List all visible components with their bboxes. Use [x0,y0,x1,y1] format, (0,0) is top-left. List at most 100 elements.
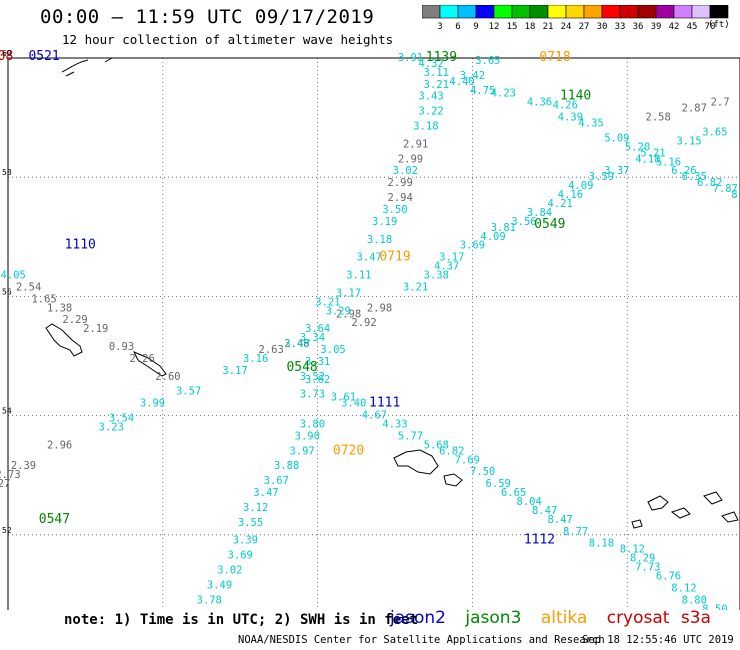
legend-jason2: jason2 [390,608,446,628]
wave-height-value: 2.96 [47,439,72,451]
wave-height-value: 3.02 [393,165,418,177]
color-tick-label: 36 [633,22,644,31]
wave-height-value: 3.65 [702,126,727,138]
wave-height-value: 5.16 [656,156,681,168]
wave-height-value: 3.17 [439,252,464,264]
map-frame [7,57,740,610]
lat-tick-label: 52 [2,526,12,535]
lat-tick-label: 56 [2,287,12,296]
pass-time-labels: 0408052105200408110904091110041005470410… [0,49,591,548]
color-tick-label: 21 [543,22,554,31]
wave-height-value: 4.16 [558,189,583,201]
wave-height-value: 4.75 [470,85,495,97]
kamchatka-coast [61,57,113,77]
wave-height-value: 3.21 [403,281,428,293]
color-tick-label: 39 [651,22,662,31]
wave-height-value: 7.87 [713,183,738,195]
wave-height-value: 3.40 [341,398,366,410]
lat-tick-label: 58 [2,168,12,177]
color-scale-unit: (ft) [708,20,730,30]
wave-height-value: 2.48 [284,338,309,350]
pass-time-label: 1139 [426,50,457,65]
wave-height-value: 8.80 [682,594,707,606]
wave-height-value: 8.47 [532,505,557,517]
pass-time-label: 1111 [369,396,400,411]
satellite-tracks: 1.162.262.492.260.472.481.471.082.431.07… [0,52,740,610]
color-tick-label: 15 [507,22,518,31]
wave-height-value: 2.29 [62,314,87,326]
wave-height-value: 3.17 [222,365,247,377]
color-tick-label: 9 [473,22,478,31]
wave-height-map: 1.162.262.492.260.472.481.471.082.431.07… [0,49,740,610]
pass-time-label: 1140 [560,89,591,104]
wave-height-value: 3.18 [367,234,392,246]
wave-height-value: 3.23 [99,422,124,434]
rat-islands-e [631,519,643,529]
wave-height-value: 2.91 [403,138,428,150]
color-tick-label: 42 [669,22,680,31]
wave-height-value: 3.67 [264,475,289,487]
wave-height-value: 3.02 [217,565,242,577]
wave-height-value: 3.54 [109,413,134,425]
rat-islands-a [647,495,669,511]
wave-height-value: 3.18 [413,121,438,133]
wave-height-value: 6.82 [697,177,722,189]
wave-height-value: 3.37 [604,165,629,177]
wave-height-value: 3.11 [424,67,449,79]
wave-height-value: 3.42 [460,70,485,82]
wave-height-value: 3.97 [289,445,314,457]
wave-height-value: 7.50 [470,466,495,478]
wave-height-value: 4.32 [418,58,443,70]
footer-note: note: 1) Time is in UTC; 2) SWH is in fe… [64,612,419,628]
wave-height-value: 2.98 [367,302,392,314]
rat-islands-d [721,511,739,523]
wave-height-value: 1.65 [31,293,56,305]
wave-height-value: 4.23 [491,88,516,100]
wave-height-value: 2.92 [351,317,376,329]
lat-tick-label: 60 [2,49,12,58]
lat-lon-grid [7,57,740,610]
wave-height-value: 2.98 [336,308,361,320]
wave-height-value: 8.12 [620,544,645,556]
wave-height-value: 6.82 [439,445,464,457]
wave-height-value: 3.61 [331,392,356,404]
commander-island-bering [45,323,83,357]
wave-height-value: 3.57 [176,386,201,398]
wave-height-value: 4.67 [362,410,387,422]
footer-timestamp: Sep 18 12:55:46 UTC 2019 [582,634,734,646]
wave-height-value: 6.59 [486,478,511,490]
wave-height-value: 5.21 [640,147,665,159]
wave-height-value: 3.69 [228,550,253,562]
wave-height-value: 2.54 [16,281,41,293]
wave-height-value: 3.69 [460,240,485,252]
wave-height-value: 4.36 [527,97,552,109]
rat-islands-b [670,507,691,519]
wave-height-value: 3.84 [527,207,552,219]
wave-height-value: 5.20 [625,141,650,153]
legend-cryosat: cryosat [606,608,670,628]
pass-time-label: 1112 [524,533,555,548]
wave-height-value: 3.19 [372,216,397,228]
color-tick-label: 33 [615,22,626,31]
wave-height-value: 4.40 [449,76,474,88]
wave-height-value: 2.7 [711,97,730,109]
wave-height-value: 4.05 [1,270,26,282]
wave-height-value: 8.50 [702,603,727,610]
wave-height-value: 5.77 [398,430,423,442]
legend-jason3: jason3 [465,608,522,628]
pass-time-label: 1110 [65,238,96,253]
wave-height-value: 3.62 [305,374,330,386]
wave-height-value: 7.69 [455,454,480,466]
wave-height-value: 3.38 [424,270,449,282]
wave-height-value: 2.63 [259,344,284,356]
wave-height-value: 3.34 [300,332,325,344]
wave-height-value: 3.99 [140,398,165,410]
color-tick-label: 24 [561,22,572,31]
wave-height-value: 3.78 [197,594,222,606]
footer-credit: NOAA/NESDIS Center for Satellite Applica… [238,634,605,646]
rat-islands-c [703,491,723,505]
lat-tick-label: 54 [2,407,12,416]
color-swatch [709,5,729,19]
color-tick-label: 45 [687,22,698,31]
wave-height-value: 4.26 [553,100,578,112]
